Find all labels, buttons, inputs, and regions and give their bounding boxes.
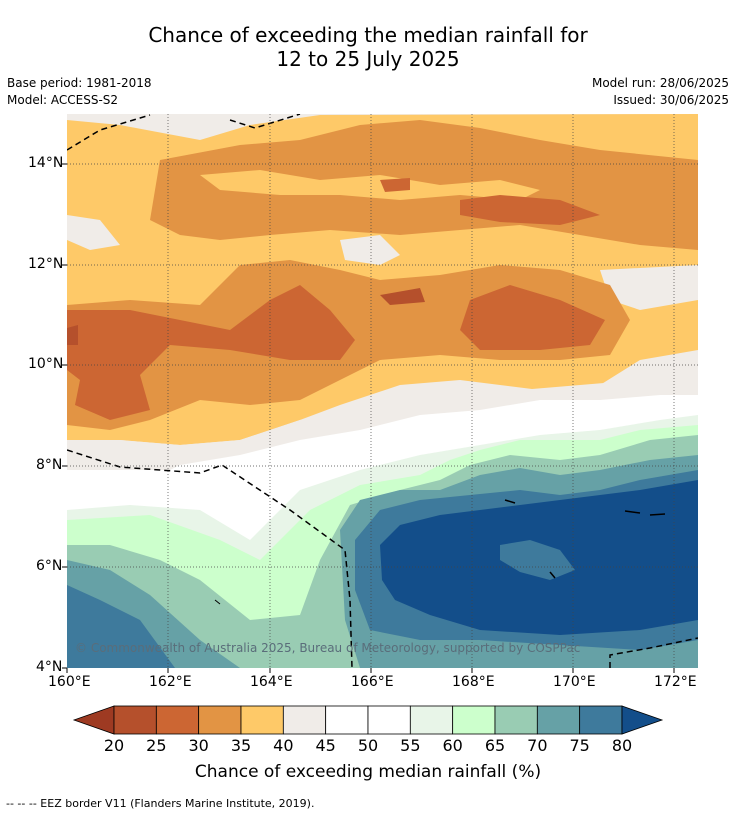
colorbar-tick-label: 45 [315,736,336,755]
lat-label-4n: 4°N [36,659,63,675]
colorbar-segment-65-70 [494,705,538,735]
lon-label-166e: 166°E [351,674,394,690]
map-title-line1: Chance of exceeding the median rainfall … [148,23,588,47]
colorbar-tick-label: 65 [484,736,506,755]
colorbar-tick-label: 70 [527,736,548,755]
lat-label-6n: 6°N [36,558,63,574]
colorbar-segment-30-35 [198,705,242,735]
colorbar-tick-label: 30 [188,736,209,755]
issued-date: Issued: 30/06/2025 [613,93,729,107]
lat-label-10n: 10°N [28,356,64,372]
colorbar-segment-70-75 [536,705,581,735]
model-name: Model: ACCESS-S2 [7,93,119,107]
colorbar-tick-label: 25 [146,736,167,755]
base-period: Base period: 1981-2018 [7,76,152,90]
lon-label-170e: 170°E [553,674,596,690]
colorbar-tick-label: 50 [357,736,379,755]
colorbar-segment-20-25 [113,705,157,735]
colorbar-segment-45-50 [325,705,369,735]
colorbar-title: Chance of exceeding median rainfall (%) [194,762,542,782]
colorbar-segment-60-65 [452,705,496,735]
colorbar-tick-label: 40 [273,736,294,755]
colorbar-segment-40-45 [282,705,327,735]
model-run: Model run: 28/06/2025 [591,76,729,90]
colorbar-segment-25-30 [155,705,200,735]
colorbar-tick-label: 55 [400,736,421,755]
colorbar-tick-label: 75 [569,736,590,755]
lon-label-164e: 164°E [250,674,293,690]
copyright-notice: © Commonwealth of Australia 2025, Bureau… [75,641,581,655]
lon-label-160e: 160°E [48,674,91,690]
colorbar-segment-50-55 [367,705,411,735]
colorbar-tick-label: 35 [230,736,252,755]
eez-footnote: -- -- -- EEZ border V11 (Flanders Marine… [6,797,315,810]
lon-label-168e: 168°E [452,674,495,690]
map-title-line2: 12 to 25 July 2025 [276,47,460,71]
colorbar-tick-label: 60 [442,736,463,755]
lat-label-14n: 14°N [28,155,64,171]
colorbar-tick-label: 20 [103,736,125,755]
lat-label-12n: 12°N [28,256,64,272]
lon-label-162e: 162°E [149,674,192,690]
lon-label-172e: 172°E [654,674,697,690]
colorbar-tick-label: 80 [611,736,633,755]
colorbar [72,705,664,735]
colorbar-segment-35-40 [240,705,284,735]
colorbar-segment-gt80 [621,705,664,735]
colorbar-segment-lt20 [72,705,115,735]
rainfall-field [67,114,698,668]
colorbar-segment-55-60 [409,705,454,735]
lat-label-8n: 8°N [36,457,63,473]
colorbar-segment-75-80 [579,705,623,735]
